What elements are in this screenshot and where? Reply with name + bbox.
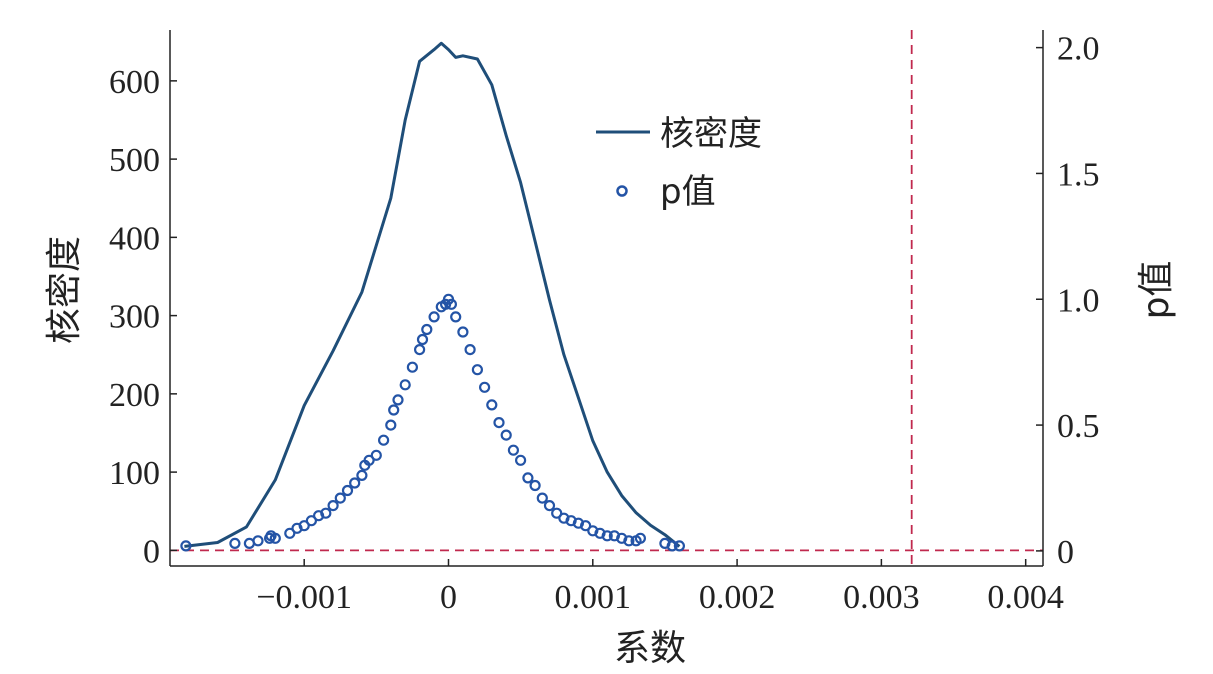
p-value-point xyxy=(623,535,635,547)
y2-tick-label: 0 xyxy=(1057,534,1074,571)
y2-tick-label: 2.0 xyxy=(1057,31,1100,68)
p-value-point xyxy=(601,530,613,542)
y2-tick-label: 1.5 xyxy=(1057,156,1100,193)
p-value-point xyxy=(363,454,375,466)
p-value-point xyxy=(421,323,433,336)
x-axis-title: 系数 xyxy=(614,628,686,669)
y-tick-label: 200 xyxy=(109,377,160,414)
p-value-point xyxy=(378,434,390,446)
p-value-point xyxy=(529,479,541,492)
p-value-point xyxy=(486,399,498,411)
p-value-point xyxy=(388,404,400,416)
p-value-point xyxy=(579,520,592,532)
p-value-point xyxy=(392,394,404,406)
p-value-point xyxy=(320,507,332,519)
y2-tick-label: 1.0 xyxy=(1057,282,1100,319)
legend-marker-swatch xyxy=(616,185,628,197)
x-tick-label: 0.004 xyxy=(987,579,1064,616)
p-value-point xyxy=(406,361,418,373)
p-value-point xyxy=(634,532,647,544)
p-value-point xyxy=(673,540,686,552)
p-value-point xyxy=(370,449,382,461)
y2-axis-ticks: 0 0.5 1.0 1.5 2.0 xyxy=(1036,31,1100,571)
p-value-point xyxy=(252,535,264,547)
p-value-series xyxy=(180,293,686,552)
p-value-point xyxy=(341,484,354,497)
p-value-point xyxy=(399,379,411,391)
x-tick-label: −0.001 xyxy=(256,579,352,616)
p-value-point xyxy=(385,419,397,431)
p-value-point xyxy=(514,454,527,466)
y-axis-title: 核密度 xyxy=(44,236,85,344)
p-value-point xyxy=(229,537,241,550)
reference-lines xyxy=(170,30,1043,566)
x-axis-ticks: −0.001 0 0.001 0.002 0.003 0.004 xyxy=(256,559,1064,616)
p-value-point xyxy=(479,381,491,393)
p-value-point xyxy=(416,333,429,346)
y-tick-label: 400 xyxy=(109,220,160,257)
axes xyxy=(169,30,1044,567)
p-value-point xyxy=(536,492,548,504)
p-value-point xyxy=(269,532,281,544)
p-value-point xyxy=(507,444,520,456)
p-value-point xyxy=(445,298,457,310)
y-tick-label: 500 xyxy=(109,142,160,179)
x-tick-label: 0.002 xyxy=(699,579,776,616)
kde-series xyxy=(184,41,681,548)
kde-line xyxy=(184,41,681,548)
p-value-point xyxy=(464,344,476,356)
p-value-point xyxy=(305,515,317,527)
p-value-point xyxy=(349,477,361,489)
legend-label-kde: 核密度 xyxy=(660,114,762,154)
p-value-point xyxy=(522,472,534,484)
x-tick-label: 0 xyxy=(440,579,457,616)
p-value-point xyxy=(298,520,310,532)
p-value-point xyxy=(414,344,426,356)
p-value-point xyxy=(471,364,483,376)
y2-tick-label: 0.5 xyxy=(1057,408,1100,445)
y-tick-label: 0 xyxy=(143,533,160,570)
p-value-point xyxy=(666,540,678,552)
p-value-point xyxy=(356,469,368,481)
p-value-point xyxy=(450,311,462,323)
p-value-point xyxy=(180,540,192,552)
p-value-point xyxy=(493,417,505,429)
p-value-point xyxy=(543,500,556,512)
p-value-point xyxy=(457,326,469,338)
y2-axis-title: p值 xyxy=(1136,261,1177,320)
p-value-point xyxy=(334,492,346,504)
p-value-point xyxy=(428,311,440,323)
legend-label-pvalue: p值 xyxy=(660,172,716,212)
p-value-point xyxy=(284,527,296,539)
p-value-point xyxy=(327,500,339,512)
y-tick-label: 300 xyxy=(109,299,160,336)
y-tick-label: 600 xyxy=(109,64,160,101)
y-axis-ticks: 0 100 200 300 400 500 600 xyxy=(109,64,177,570)
p-value-point xyxy=(500,429,512,441)
y-tick-label: 100 xyxy=(109,455,160,492)
x-tick-label: 0.003 xyxy=(843,579,920,616)
legend: 核密度 p值 xyxy=(596,114,762,212)
x-tick-label: 0.001 xyxy=(555,579,632,616)
p-value-point xyxy=(551,507,563,519)
